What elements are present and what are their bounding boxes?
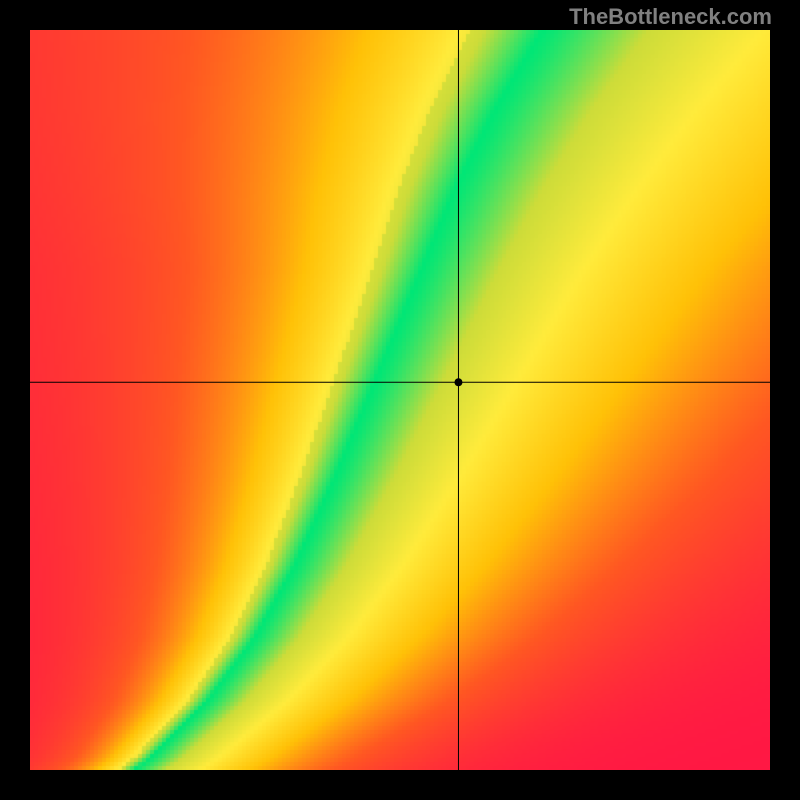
watermark-text: TheBottleneck.com bbox=[569, 4, 772, 30]
heatmap-canvas bbox=[30, 30, 770, 770]
plot-area bbox=[30, 30, 770, 770]
chart-container: TheBottleneck.com bbox=[0, 0, 800, 800]
